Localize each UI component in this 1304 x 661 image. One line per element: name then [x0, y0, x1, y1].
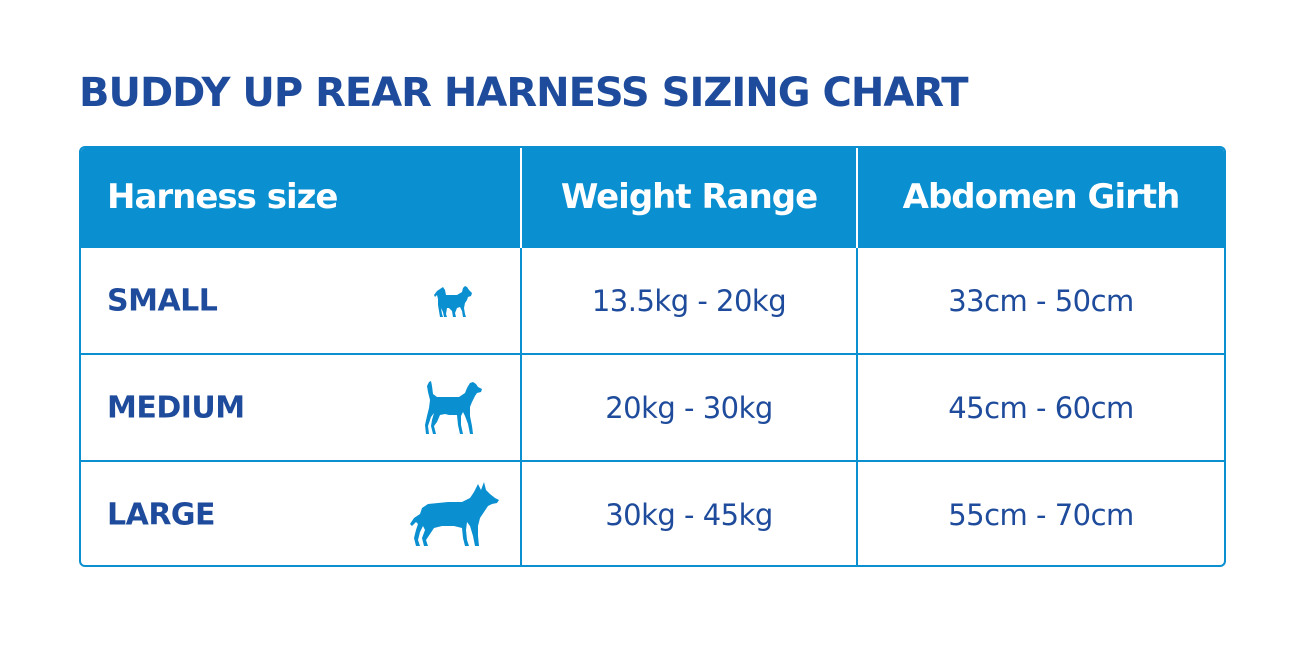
header-abdomen-girth: Abdomen Girth — [856, 148, 1224, 247]
page-title: BUDDY UP REAR HARNESS SIZING CHART — [79, 70, 969, 116]
size-label: LARGE — [107, 497, 216, 532]
size-label: MEDIUM — [107, 390, 245, 425]
size-label: SMALL — [107, 283, 218, 318]
table-row: LARGE 30kg - 45kg 55cm - 70cm — [81, 460, 1224, 565]
weight-cell: 30kg - 45kg — [520, 460, 857, 565]
medium-dog-icon — [423, 380, 483, 436]
header-harness-size: Harness size — [81, 148, 521, 247]
size-cell: SMALL — [81, 246, 521, 354]
large-dog-icon — [408, 480, 500, 550]
weight-cell: 13.5kg - 20kg — [520, 246, 857, 354]
size-cell: MEDIUM — [81, 353, 521, 461]
table-row: MEDIUM 20kg - 30kg 45cm - 60cm — [81, 353, 1224, 461]
sizing-table: Harness size Weight Range Abdomen Girth … — [79, 146, 1226, 567]
weight-cell: 20kg - 30kg — [520, 353, 857, 461]
size-cell: LARGE — [81, 460, 521, 565]
header-weight-range: Weight Range — [520, 148, 857, 247]
table-header: Harness size Weight Range Abdomen Girth — [81, 148, 1224, 247]
girth-cell: 45cm - 60cm — [856, 353, 1224, 461]
girth-cell: 55cm - 70cm — [856, 460, 1224, 565]
table-row: SMALL 13.5kg - 20kg 33cm - 50cm — [81, 246, 1224, 354]
header-row: Harness size Weight Range Abdomen Girth — [81, 148, 1224, 247]
small-dog-icon — [433, 281, 473, 321]
girth-cell: 33cm - 50cm — [856, 246, 1224, 354]
sizing-table-grid: Harness size Weight Range Abdomen Girth … — [81, 148, 1224, 565]
